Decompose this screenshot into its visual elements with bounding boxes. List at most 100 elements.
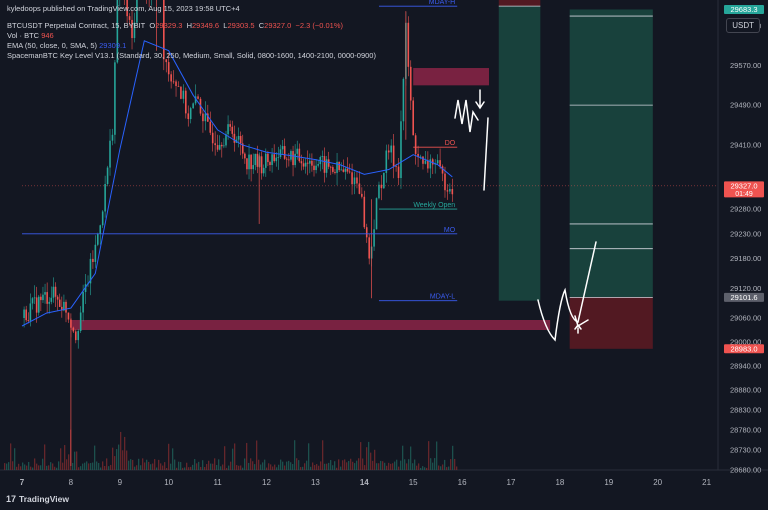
volume-bar	[172, 448, 174, 470]
volume-bar	[170, 463, 172, 470]
candle-body	[281, 146, 284, 150]
candle-body	[231, 126, 234, 134]
volume-bar	[362, 458, 364, 470]
candle-body	[165, 59, 168, 63]
candle-body	[52, 286, 55, 298]
key-level-label-3: MO	[444, 227, 456, 234]
key-level-label-0: MDAY-H	[429, 0, 455, 6]
candle-body	[449, 189, 451, 192]
volume-bar	[10, 443, 12, 470]
candle-body	[44, 292, 46, 295]
volume-bar	[206, 464, 208, 470]
candle-body	[27, 320, 30, 321]
candle-body	[256, 153, 259, 167]
candle-body	[402, 78, 405, 122]
volume-bar	[270, 464, 272, 470]
candle-body	[63, 301, 65, 311]
candle-body	[383, 172, 385, 189]
volume-bar	[118, 444, 120, 470]
candle-body	[163, 0, 165, 60]
volume-bar	[344, 459, 346, 470]
candle-body	[417, 153, 419, 158]
volume-bar	[22, 462, 24, 470]
y-tick-label-15: 28780.00	[730, 426, 761, 435]
y-tick-label-8: 29180.00	[730, 254, 761, 263]
volume-bar	[32, 467, 34, 470]
candle-body	[106, 167, 109, 184]
candle-body	[37, 296, 40, 313]
candle-body	[431, 159, 434, 165]
volume-bar	[24, 464, 26, 470]
volume-bar	[448, 466, 450, 470]
volume-bar	[266, 467, 268, 470]
volume-bar	[396, 459, 398, 470]
volume-bar	[428, 441, 430, 470]
volume-bar	[222, 464, 224, 470]
volume-bar	[408, 459, 410, 470]
volume-bar	[82, 463, 84, 470]
volume-bar	[346, 462, 348, 470]
candle-body	[104, 183, 106, 212]
volume-bar	[410, 446, 412, 470]
volume-label: Vol · BTC	[7, 31, 40, 40]
candle-body	[375, 198, 378, 230]
volume-bar	[360, 442, 362, 470]
volume-bar	[62, 462, 64, 470]
candle-body	[279, 149, 282, 158]
x-tick-label-14: 21	[702, 478, 711, 487]
volume-bar	[230, 461, 232, 470]
price-tag-countdown-1: 01:49	[735, 191, 753, 198]
volume-bar	[106, 458, 108, 470]
candle-body	[175, 81, 177, 86]
volume-bar	[316, 464, 318, 470]
price-tag-label-3: 28983.0	[730, 344, 757, 353]
candle-body	[79, 312, 82, 332]
volume-bar	[390, 463, 392, 470]
x-tick-label-3: 10	[164, 478, 173, 487]
volume-bar	[196, 463, 198, 470]
candle-body	[192, 103, 194, 109]
volume-bar	[336, 467, 338, 470]
candle-body	[419, 156, 422, 158]
y-tick-label-9: 29120.00	[730, 284, 761, 293]
currency-button[interactable]: USDT	[726, 18, 760, 33]
tradingview-wordmark: TradingView	[19, 494, 69, 504]
volume-bar	[220, 466, 222, 470]
x-tick-label-9: 16	[458, 478, 467, 487]
candle-body	[269, 162, 271, 166]
y-tick-label-16: 28730.00	[730, 446, 761, 455]
candle-body	[288, 159, 290, 161]
candle-body	[128, 16, 131, 20]
candle-body	[395, 166, 397, 168]
stop-box-0	[498, 0, 541, 7]
ohlc-low: 29303.5	[227, 21, 255, 30]
volume-bar	[40, 465, 42, 470]
volume-bar	[224, 446, 226, 470]
volume-bar	[404, 459, 406, 470]
volume-bar	[140, 465, 142, 470]
x-tick-label-7: 14	[360, 478, 369, 487]
volume-bar	[342, 460, 344, 470]
volume-bar	[416, 465, 418, 470]
volume-bar	[96, 461, 98, 470]
volume-bar	[368, 441, 370, 470]
volume-legend: Vol · BTC 946	[7, 31, 54, 40]
ohlc-change: −2.3 (−0.01%)	[295, 21, 343, 30]
volume-bar	[226, 467, 228, 470]
tradingview-brand: 17 TradingView	[6, 494, 69, 504]
volume-bar	[194, 459, 196, 470]
y-tick-label-5: 29410.00	[730, 140, 761, 149]
candle-body	[313, 165, 315, 171]
volume-bar	[350, 458, 352, 470]
volume-bar	[34, 458, 36, 470]
volume-bar	[310, 466, 312, 470]
candle-body	[397, 166, 400, 179]
candle-body	[277, 157, 280, 158]
x-tick-label-1: 8	[69, 478, 74, 487]
candle-body	[131, 19, 133, 39]
volume-bar	[100, 467, 102, 470]
symbol-name: BTCUSDT Perpetual Contract, 15, BYBIT	[7, 21, 146, 30]
candle-body	[252, 165, 255, 170]
candle-body	[82, 292, 84, 313]
